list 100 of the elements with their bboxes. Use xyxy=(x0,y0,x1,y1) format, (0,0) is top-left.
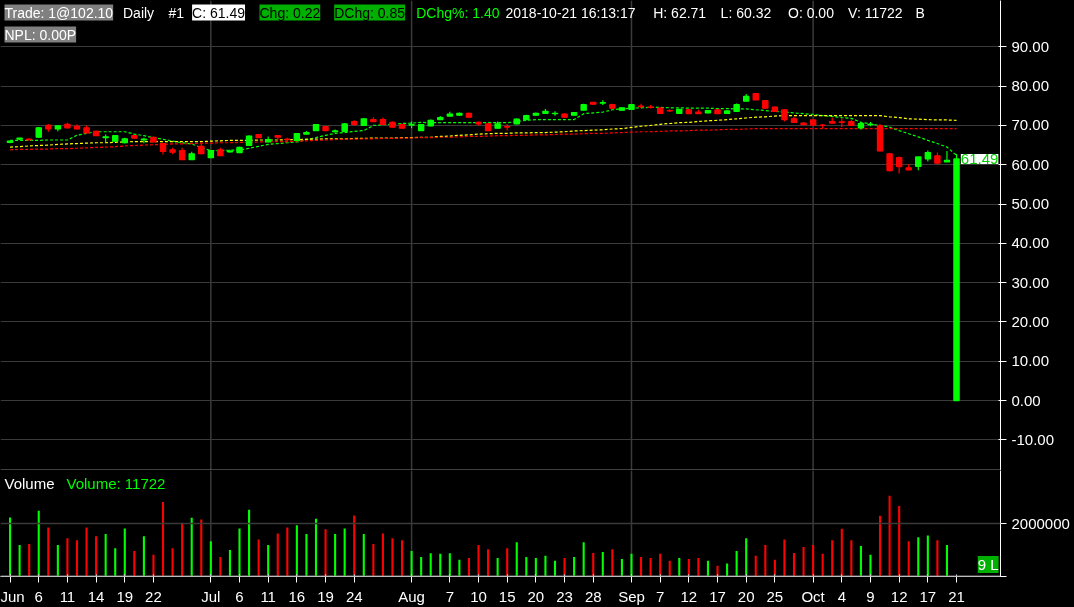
bar xyxy=(812,544,815,577)
annotation: #1 xyxy=(168,4,185,21)
bar xyxy=(448,553,451,577)
bar xyxy=(343,528,346,577)
x-tick-label: 28 xyxy=(584,587,602,605)
bar xyxy=(878,515,882,577)
bar xyxy=(228,550,231,577)
bar xyxy=(487,549,490,577)
annotation: DChg: 0.85 xyxy=(334,4,406,21)
bar xyxy=(276,533,279,577)
x-tick-label: 6 xyxy=(34,587,43,605)
x-tick-label: 7 xyxy=(655,587,665,605)
bar xyxy=(668,560,671,577)
y-tick-label: 50.00 xyxy=(1011,195,1050,213)
x-tick-label: 17 xyxy=(709,587,726,605)
bar xyxy=(458,559,461,577)
y-tick-label: 2000000 xyxy=(1011,514,1070,532)
x-tick-label: 7 xyxy=(445,587,454,605)
x-tick-label: 14 xyxy=(87,587,105,605)
bar xyxy=(295,525,298,577)
bar xyxy=(420,556,423,577)
bar xyxy=(353,515,356,577)
bar xyxy=(381,533,384,577)
text: 9 L xyxy=(977,556,999,573)
y-tick-label: 90.00 xyxy=(1011,37,1050,55)
annotation: V: 11722 xyxy=(848,4,903,21)
bar xyxy=(735,551,738,577)
y-tick-label: 70.00 xyxy=(1011,116,1050,134)
bar xyxy=(85,527,88,577)
annotation: NPL: 0.00P xyxy=(4,26,77,43)
x-tick-label: 9 xyxy=(866,587,875,605)
x-tick-label: 11 xyxy=(59,587,76,605)
bar xyxy=(429,553,432,577)
x-tick-label: Jun xyxy=(0,587,25,605)
bar xyxy=(152,554,155,577)
bar xyxy=(783,539,786,577)
bar xyxy=(257,539,260,577)
bar xyxy=(477,544,480,577)
x-tick-label: 12 xyxy=(680,587,698,605)
x-tick-label: 17 xyxy=(919,587,937,605)
bar xyxy=(620,559,623,577)
bar xyxy=(678,557,681,577)
annotation: Volume: 11722 xyxy=(66,475,166,492)
bar xyxy=(324,529,327,577)
bar xyxy=(506,548,509,577)
x-tick-label: 10 xyxy=(470,587,487,605)
bar xyxy=(467,557,470,577)
bar xyxy=(95,536,98,577)
bar xyxy=(238,528,241,577)
bar xyxy=(410,551,413,577)
bar xyxy=(706,560,710,577)
candlestick xyxy=(943,150,951,163)
bar xyxy=(917,537,920,577)
y-tick-label: -10.00 xyxy=(1011,430,1055,448)
bar xyxy=(75,540,79,577)
bar xyxy=(209,541,212,577)
bar xyxy=(391,538,394,577)
bar xyxy=(515,542,518,577)
bar xyxy=(945,544,949,577)
bar xyxy=(56,544,59,577)
x-tick-label: 21 xyxy=(948,587,965,605)
x-tick-label: 24 xyxy=(345,587,363,605)
bar xyxy=(47,527,50,577)
x-tick-label: Oct xyxy=(801,587,826,605)
annotation: Chg: 0.22 xyxy=(259,4,321,21)
x-tick-label: 22 xyxy=(145,587,162,605)
bar xyxy=(28,543,31,577)
bar xyxy=(9,517,12,577)
bar xyxy=(248,509,251,577)
bar xyxy=(840,528,843,577)
bar xyxy=(544,555,547,577)
bar xyxy=(171,548,174,577)
bar xyxy=(305,534,308,577)
bar xyxy=(859,546,862,577)
bar xyxy=(181,522,184,577)
y-tick-label: 10.00 xyxy=(1011,352,1050,370)
x-tick-label: Jul xyxy=(201,587,221,605)
bar xyxy=(821,553,824,577)
bar xyxy=(659,553,662,577)
y-tick-label: 80.00 xyxy=(1011,77,1050,95)
annotation: Trade: 1@102.10 xyxy=(4,4,114,21)
bar xyxy=(630,553,633,577)
x-tick-label: Sep xyxy=(618,587,645,605)
annotation: 61.49 xyxy=(960,149,999,167)
y-tick-label: 60.00 xyxy=(1011,155,1050,173)
y-tick-label: 40.00 xyxy=(1011,234,1050,252)
bar xyxy=(114,548,117,577)
x-tick-label: 20 xyxy=(737,587,755,605)
bar xyxy=(792,552,796,577)
bar xyxy=(123,528,126,577)
bar xyxy=(926,535,929,577)
bar xyxy=(869,554,872,577)
bar xyxy=(553,560,557,577)
x-tick-label: 20 xyxy=(527,587,545,605)
x-tick-label: 11 xyxy=(260,587,276,605)
annotation: H: 62.71 xyxy=(653,4,707,21)
x-tick-label: 15 xyxy=(498,587,516,605)
bar xyxy=(802,547,805,577)
x-tick-label: 23 xyxy=(556,587,573,605)
annotation: 2018-10-21 16:13:17 xyxy=(505,4,636,21)
